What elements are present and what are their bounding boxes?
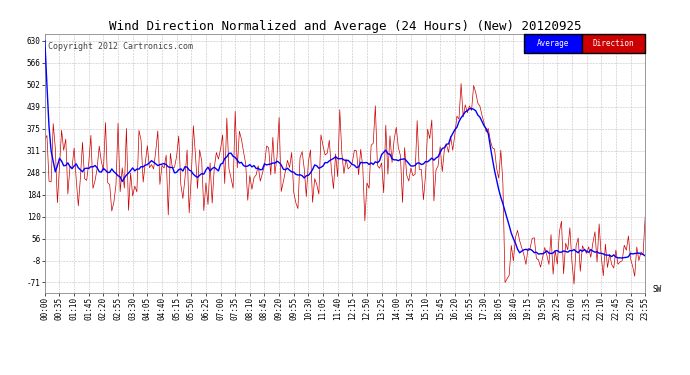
Text: Average: Average bbox=[537, 39, 569, 48]
FancyBboxPatch shape bbox=[524, 34, 582, 53]
FancyBboxPatch shape bbox=[582, 34, 644, 53]
Text: SW: SW bbox=[653, 285, 662, 294]
Text: Direction: Direction bbox=[592, 39, 634, 48]
Text: Copyright 2012 Cartronics.com: Copyright 2012 Cartronics.com bbox=[48, 42, 193, 51]
Title: Wind Direction Normalized and Average (24 Hours) (New) 20120925: Wind Direction Normalized and Average (2… bbox=[109, 20, 581, 33]
